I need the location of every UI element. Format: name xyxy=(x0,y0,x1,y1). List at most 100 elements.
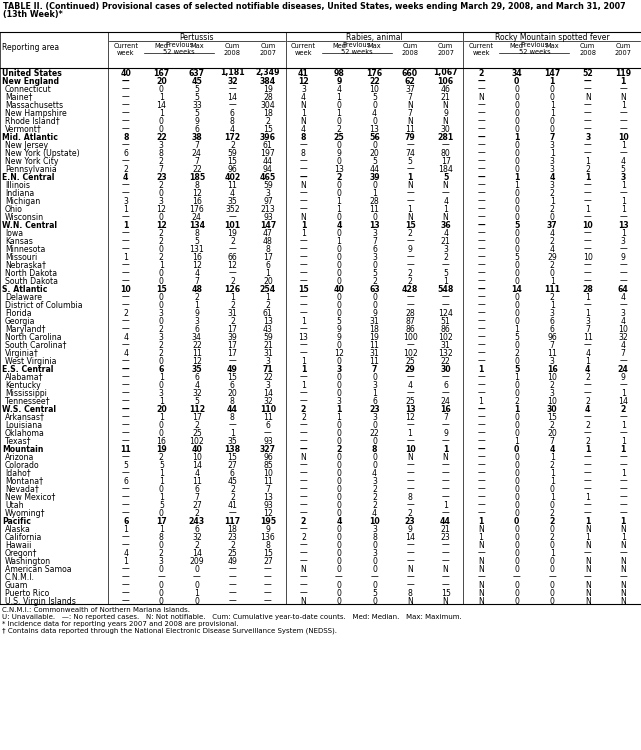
Text: —: — xyxy=(584,196,592,206)
Text: —: — xyxy=(299,349,307,358)
Text: —: — xyxy=(442,469,449,478)
Text: 4: 4 xyxy=(123,172,128,182)
Text: —: — xyxy=(478,500,485,509)
Text: 2: 2 xyxy=(230,236,235,245)
Text: 117: 117 xyxy=(224,517,240,526)
Text: 0: 0 xyxy=(514,308,519,317)
Text: —: — xyxy=(122,316,129,326)
Text: 23: 23 xyxy=(404,517,415,526)
Text: 0: 0 xyxy=(550,596,554,605)
Text: 25: 25 xyxy=(228,548,237,557)
Text: 131: 131 xyxy=(189,244,204,254)
Text: 17: 17 xyxy=(156,517,167,526)
Text: —: — xyxy=(122,404,129,413)
Text: 29: 29 xyxy=(404,364,415,374)
Text: 38: 38 xyxy=(192,133,202,142)
Text: N: N xyxy=(301,452,306,461)
Text: —: — xyxy=(228,356,237,365)
Text: —: — xyxy=(406,556,414,566)
Text: 0: 0 xyxy=(514,212,519,221)
Text: 1: 1 xyxy=(585,517,590,526)
Text: 4: 4 xyxy=(443,196,448,206)
Text: —: — xyxy=(122,380,129,389)
Text: 1: 1 xyxy=(123,556,128,566)
Text: 0: 0 xyxy=(337,565,342,574)
Text: 93: 93 xyxy=(263,212,273,221)
Text: 0: 0 xyxy=(514,589,519,598)
Text: 0: 0 xyxy=(159,580,163,590)
Text: 1: 1 xyxy=(514,172,519,182)
Text: —: — xyxy=(228,589,237,598)
Text: —: — xyxy=(299,580,307,590)
Text: 3: 3 xyxy=(550,308,554,317)
Text: 31: 31 xyxy=(263,349,273,358)
Text: 1: 1 xyxy=(585,356,590,365)
Text: 0: 0 xyxy=(514,85,519,94)
Text: 637: 637 xyxy=(189,68,205,77)
Text: 1: 1 xyxy=(407,172,413,182)
Text: 20: 20 xyxy=(547,428,557,437)
Text: 10: 10 xyxy=(370,85,379,94)
Text: 1: 1 xyxy=(550,196,554,206)
Text: —: — xyxy=(442,373,449,382)
Text: 9: 9 xyxy=(337,148,342,158)
Text: 0: 0 xyxy=(514,532,519,542)
Text: 209: 209 xyxy=(190,556,204,566)
Text: 7: 7 xyxy=(265,484,271,494)
Text: 15: 15 xyxy=(263,124,273,134)
Text: New York (Upstate): New York (Upstate) xyxy=(5,148,79,158)
Text: 10: 10 xyxy=(583,253,593,262)
Text: 2: 2 xyxy=(159,157,163,166)
Text: —: — xyxy=(478,236,485,245)
Text: 465: 465 xyxy=(260,172,276,182)
Text: 24: 24 xyxy=(440,397,451,406)
Text: —: — xyxy=(478,373,485,382)
Text: Iowa: Iowa xyxy=(5,229,23,238)
Text: 2,349: 2,349 xyxy=(256,68,280,77)
Text: —: — xyxy=(584,452,592,461)
Text: 8: 8 xyxy=(230,116,235,125)
Text: 0: 0 xyxy=(514,493,519,502)
Text: Max: Max xyxy=(545,43,559,49)
Text: 30: 30 xyxy=(440,364,451,374)
Text: —: — xyxy=(442,388,449,398)
Text: —: — xyxy=(478,332,485,341)
Text: 0: 0 xyxy=(337,212,342,221)
Text: 21: 21 xyxy=(440,92,451,101)
Text: 5: 5 xyxy=(372,589,377,598)
Text: 41: 41 xyxy=(228,500,237,509)
Text: 1: 1 xyxy=(265,292,271,302)
Text: Illinois: Illinois xyxy=(5,181,30,190)
Text: —: — xyxy=(584,548,592,557)
Text: 6: 6 xyxy=(158,364,164,374)
Text: 6: 6 xyxy=(372,244,377,254)
Text: 102: 102 xyxy=(190,436,204,445)
Text: —: — xyxy=(299,244,307,254)
Text: —: — xyxy=(619,148,627,158)
Text: 402: 402 xyxy=(224,172,240,182)
Text: Wyoming†: Wyoming† xyxy=(5,509,46,518)
Text: 1: 1 xyxy=(301,364,306,374)
Text: —: — xyxy=(122,277,129,286)
Text: 0: 0 xyxy=(514,277,519,286)
Text: 2: 2 xyxy=(230,484,235,494)
Text: —: — xyxy=(619,301,627,310)
Text: 45: 45 xyxy=(228,476,237,485)
Text: —: — xyxy=(478,277,485,286)
Text: Virginia†: Virginia† xyxy=(5,349,39,358)
Text: American Samoa: American Samoa xyxy=(5,565,72,574)
Text: 6: 6 xyxy=(265,421,271,430)
Text: 25: 25 xyxy=(405,356,415,365)
Text: —: — xyxy=(478,301,485,310)
Text: 1: 1 xyxy=(514,404,519,413)
Text: 1: 1 xyxy=(123,220,128,230)
Text: 5: 5 xyxy=(514,332,519,341)
Text: —: — xyxy=(619,380,627,389)
Text: —: — xyxy=(619,452,627,461)
Text: 15: 15 xyxy=(228,157,237,166)
Text: 2: 2 xyxy=(514,397,519,406)
Text: N: N xyxy=(443,596,449,605)
Text: 2: 2 xyxy=(194,421,199,430)
Text: 0: 0 xyxy=(550,580,554,590)
Text: 87: 87 xyxy=(405,316,415,326)
